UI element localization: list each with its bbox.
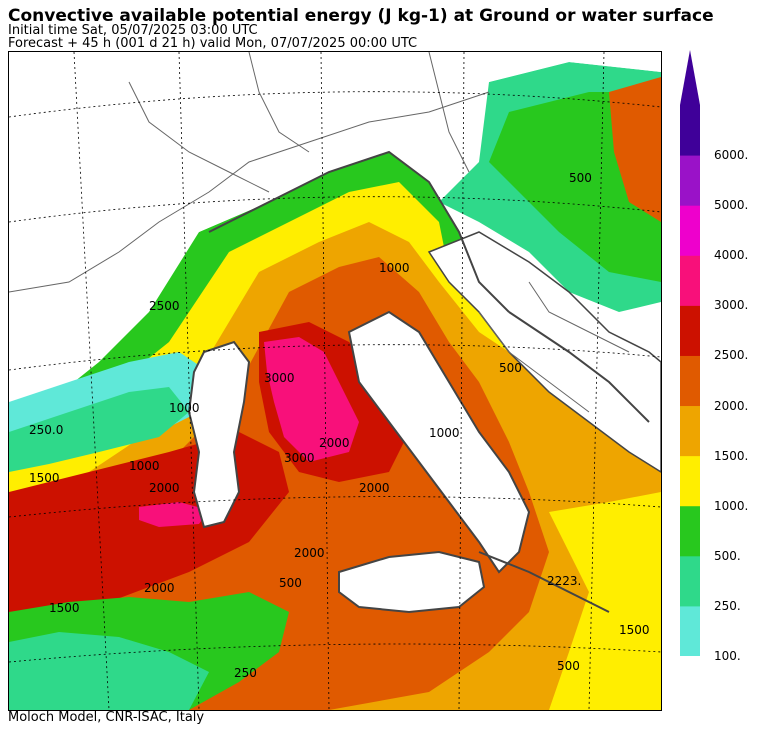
contour-label: 2000	[319, 436, 350, 450]
colorbar-swatch	[680, 455, 700, 507]
colorbar-swatch	[680, 205, 700, 256]
colorbar-tick-label: 6000.	[714, 148, 749, 163]
colorbar-arrow	[680, 50, 700, 105]
chart-title: Convective available potential energy (J…	[8, 6, 714, 26]
land-sardinia-corsica	[187, 340, 251, 529]
contour-label: 1500	[29, 471, 60, 485]
colorbar-swatch	[680, 255, 700, 306]
contour-label: 3000	[264, 371, 295, 385]
contour-label: 2000	[294, 546, 325, 560]
contour-label: 2000	[144, 581, 175, 595]
land-italy-peninsula	[347, 310, 531, 574]
colorbar-swatch	[680, 405, 700, 457]
country-borders	[9, 52, 630, 413]
cape-field-west-green	[9, 387, 189, 472]
colorbar-tick-label: 2500.	[714, 348, 749, 363]
colorbar-tick-label: 4000.	[714, 248, 749, 263]
contour-labels: 250.0 1000 2500 1000 1500 3000 2000 2000…	[29, 171, 650, 680]
colorbar-swatch	[680, 155, 700, 206]
contour-label: 1000	[169, 401, 200, 415]
cape-field-northeast-orange	[609, 77, 661, 222]
contour-label: 2223.	[547, 574, 581, 588]
cape-field-southwest-teal	[9, 632, 209, 710]
contour-label: 1000	[379, 261, 410, 275]
colorbar-tick-label: 2000.	[714, 398, 749, 413]
colorbar-swatch	[680, 105, 700, 156]
contour-label: 3000	[284, 451, 315, 465]
contour-label: 250	[234, 666, 257, 680]
contour-label: 1000	[429, 426, 460, 440]
contour-label: 500	[557, 659, 580, 673]
graticule	[9, 52, 661, 710]
contour-label: 250.0	[29, 423, 63, 437]
colorbar-tick-label: 250.	[714, 598, 741, 613]
cape-field-southeast-yellow	[549, 492, 661, 710]
colorbar-tick-label: 1000.	[714, 498, 749, 513]
forecast-time-text: Forecast + 45 h (001 d 21 h) valid Mon, …	[8, 36, 418, 51]
colorbar-swatch	[680, 355, 700, 407]
colorbar-swatch	[680, 305, 700, 356]
colorbar-tick-label: 3000.	[714, 298, 749, 313]
cape-field-west-pink	[139, 502, 209, 527]
colorbar-tick-label: 100.	[714, 649, 741, 663]
land-north-europe	[9, 52, 661, 322]
colorbar-tick-label: 500.	[714, 548, 741, 563]
colorbar-swatch	[680, 505, 700, 557]
map-canvas: 250.0 1000 2500 1000 1500 3000 2000 2000…	[9, 52, 661, 710]
cape-field-tyrrhenian-pink	[264, 337, 359, 462]
contour-label: 500	[499, 361, 522, 375]
initial-time-text: Initial time Sat, 05/07/2025 03:00 UTC	[8, 23, 258, 38]
colorbar-swatch	[680, 605, 700, 656]
model-credit: Moloch Model, CNR-ISAC, Italy	[8, 710, 205, 725]
contour-label: 2000	[359, 481, 390, 495]
contour-label: 1500	[619, 623, 650, 637]
cape-map: 250.0 1000 2500 1000 1500 3000 2000 2000…	[8, 51, 662, 711]
contour-label: 2500	[149, 299, 180, 313]
contour-label: 2000	[149, 481, 180, 495]
contour-label: 1000	[129, 459, 160, 473]
land-sicily	[338, 550, 486, 614]
colorbar-tick-label: 1500.	[714, 448, 749, 463]
colorbar-swatches	[680, 105, 700, 656]
contour-label: 500	[569, 171, 592, 185]
contour-label: 500	[279, 576, 302, 590]
colorbar-swatch	[680, 555, 700, 607]
coastlines	[208, 150, 650, 613]
colorbar-tick-label: 5000.	[714, 198, 749, 213]
contour-label: 1500	[49, 601, 80, 615]
colorbar	[680, 50, 700, 656]
